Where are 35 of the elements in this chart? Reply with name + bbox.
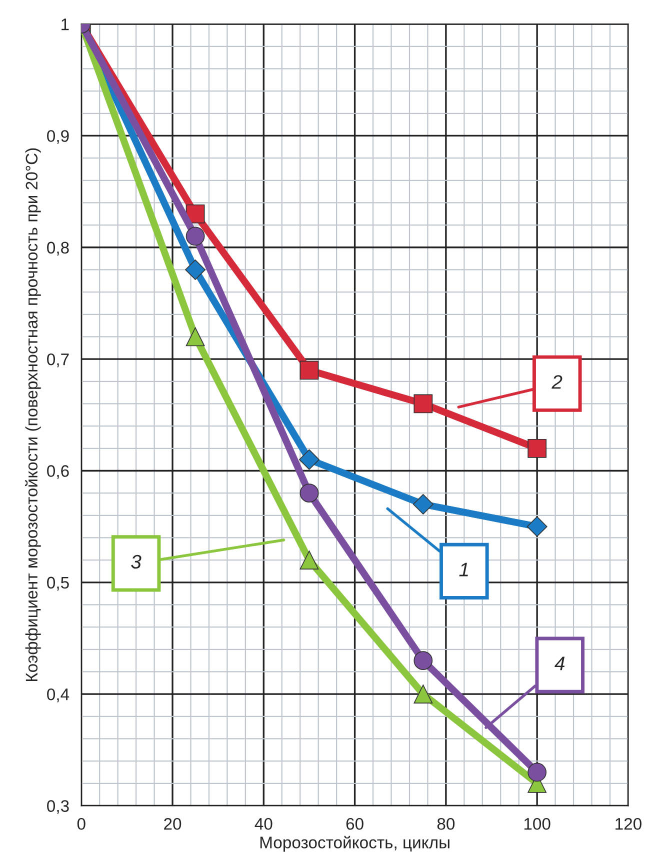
x-tick-label: 60 xyxy=(346,818,364,830)
text: 2 xyxy=(552,375,562,389)
x-tick-label: 20 xyxy=(164,818,182,830)
point xyxy=(186,226,205,246)
point xyxy=(414,651,433,670)
text: 1 xyxy=(459,562,468,576)
text: 3 xyxy=(131,554,142,569)
y-tick-label: 0,7 xyxy=(47,353,69,368)
x-tick-label: 100 xyxy=(524,818,550,830)
y-tick-label: 0,4 xyxy=(47,688,70,702)
text: 4 xyxy=(554,656,565,670)
y-tick-label: 0,8 xyxy=(47,242,69,256)
y-tick-label: 1 xyxy=(62,18,69,30)
point xyxy=(414,394,433,414)
y-tick-label: 0,5 xyxy=(47,576,69,591)
x-tick-label: 120 xyxy=(616,818,642,830)
y-tick-label: 0,9 xyxy=(47,130,69,144)
x-axis-title: Морозостойкость, циклы xyxy=(260,836,450,852)
y-tick-label: 0,3 xyxy=(47,800,69,814)
y-axis-title: Коэффициент морозостойкости (поверхностная прочность при 20°С) xyxy=(25,148,41,682)
x-tick-label: 80 xyxy=(437,818,455,830)
x-tick-label: 0 xyxy=(77,818,86,830)
point xyxy=(300,484,319,503)
point xyxy=(185,259,206,280)
point xyxy=(528,438,547,458)
point xyxy=(526,516,548,537)
point xyxy=(412,494,434,514)
point xyxy=(298,449,320,470)
point xyxy=(528,762,547,782)
point xyxy=(186,327,205,346)
point xyxy=(300,550,319,570)
point xyxy=(414,684,433,704)
y-tick-label: 0,6 xyxy=(47,465,69,479)
x-tick-label: 40 xyxy=(254,818,272,830)
point xyxy=(300,360,319,380)
